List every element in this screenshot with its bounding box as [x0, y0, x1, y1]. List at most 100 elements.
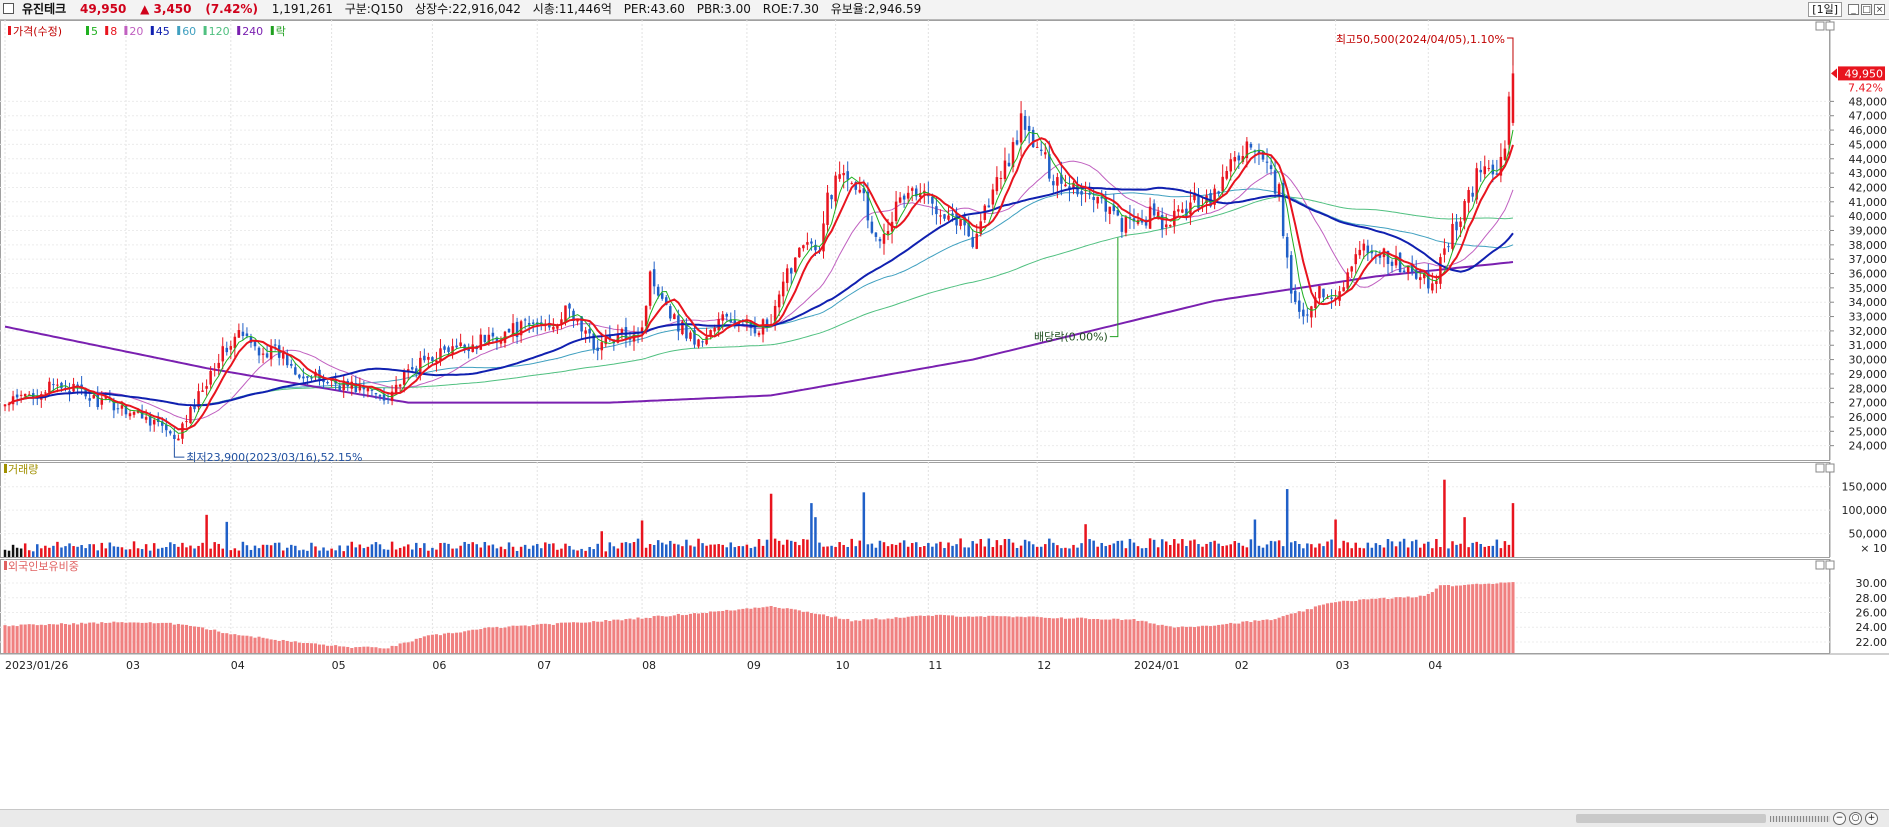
foreign-bar — [15, 626, 19, 653]
foreign-bar — [394, 646, 398, 653]
candle-body — [1108, 206, 1112, 214]
candle-body — [169, 431, 172, 434]
foreign-bar — [894, 617, 898, 653]
volume-bar — [1173, 539, 1176, 557]
volume-bar — [971, 541, 974, 557]
maximize-icon[interactable]: □ — [1861, 4, 1872, 15]
foreign-bar — [406, 642, 410, 653]
foreign-bar — [1398, 597, 1402, 653]
foreign-bar — [793, 609, 797, 653]
close-icon[interactable]: × — [1874, 4, 1885, 15]
foreign-bar — [979, 616, 983, 653]
foreign-bar — [995, 616, 999, 653]
zoom-slider[interactable] — [1770, 816, 1830, 822]
volume-bar — [374, 542, 378, 557]
foreign-bar — [555, 623, 559, 653]
foreign-bar — [547, 624, 551, 653]
candle-body — [523, 319, 527, 321]
candle-body — [140, 411, 144, 419]
volume-bar — [48, 547, 51, 557]
volume-bar — [169, 542, 172, 557]
candle-body — [862, 188, 866, 194]
foreign-bar — [1378, 598, 1382, 653]
foreign-bar — [273, 639, 277, 653]
foreign-bar — [257, 636, 261, 653]
candle-body — [1245, 141, 1249, 159]
volume-bar — [769, 493, 773, 557]
volume-bar — [439, 543, 442, 557]
foreign-bar — [705, 613, 709, 653]
volume-bar — [1326, 541, 1329, 557]
candle-body — [310, 377, 313, 379]
foreign-bar — [192, 626, 197, 653]
candle-body — [588, 329, 591, 334]
dividend-leader — [1109, 237, 1119, 338]
volume-bar — [1455, 544, 1458, 557]
foreign-bar — [338, 646, 342, 653]
candle-body — [1076, 184, 1079, 195]
scroll-thumb[interactable] — [1576, 814, 1766, 823]
volume-bar — [527, 548, 531, 557]
candle-body — [709, 330, 712, 337]
candle-body — [1451, 223, 1454, 249]
x-tick-label: 12 — [1037, 659, 1051, 672]
candle-body — [161, 421, 164, 426]
candle-body — [479, 334, 483, 350]
candle-body — [1249, 143, 1253, 148]
period-selector[interactable]: [1일] — [1808, 2, 1842, 17]
volume-bar — [72, 546, 75, 557]
zoom-out-icon[interactable]: − — [1833, 812, 1846, 825]
foreign-bar — [539, 623, 543, 653]
foreign-bar — [628, 618, 632, 653]
candle-body — [1112, 204, 1116, 212]
window-icon[interactable] — [3, 3, 14, 14]
candle-body — [959, 219, 962, 226]
candle-body — [1185, 208, 1188, 218]
volume-bar — [1257, 545, 1261, 557]
candle-body — [177, 438, 180, 441]
volume-bar — [1269, 540, 1273, 557]
horizontal-scrollbar[interactable]: − ○ + — [0, 809, 1889, 827]
candle-body — [148, 415, 152, 426]
candle-body — [1160, 215, 1164, 230]
zoom-in-icon[interactable]: + — [1865, 812, 1878, 825]
volume-bar — [471, 542, 474, 557]
foreign-bar — [1454, 585, 1459, 653]
candle-body — [640, 327, 644, 332]
volume-bar — [31, 551, 35, 557]
candle-body — [382, 394, 386, 401]
volume-bar — [705, 545, 708, 557]
x-tick-label: 03 — [126, 659, 140, 672]
candle-body — [1233, 157, 1237, 162]
foreign-bar — [1229, 622, 1233, 653]
candle-body — [281, 352, 285, 359]
y-tick-label: 30.00 — [1856, 577, 1888, 590]
zoom-reset-icon[interactable]: ○ — [1849, 812, 1862, 825]
volume-bar — [233, 548, 237, 557]
candle-body — [406, 369, 410, 372]
volume-bar — [88, 544, 91, 557]
candle-body — [874, 232, 878, 237]
foreign-bar — [660, 616, 664, 653]
candle-body — [1507, 96, 1511, 145]
minimize-icon[interactable]: _ — [1848, 4, 1859, 15]
candle-body — [1427, 272, 1430, 289]
volume-bar — [326, 550, 329, 557]
volume-bar — [338, 545, 341, 557]
candle-body — [1100, 196, 1103, 199]
stock-chart[interactable]: 2023/01/26 03 04 05 06 07 08 09 10 11 12 2024/01 02 0… — [0, 20, 1889, 809]
candle-body — [648, 271, 652, 306]
volume-bar — [350, 541, 354, 557]
candle-body — [935, 206, 938, 215]
volume-bar — [455, 548, 458, 557]
foreign-bar — [886, 618, 890, 653]
volume-bar — [1241, 545, 1245, 557]
zoom-controls: − ○ + — [1770, 812, 1878, 825]
candle-body — [104, 396, 108, 399]
foreign-bar — [664, 616, 668, 653]
foreign-bar — [1305, 609, 1309, 653]
volume-bar — [564, 543, 567, 557]
foreign-bar — [426, 635, 430, 653]
foreign-bar — [1325, 603, 1330, 653]
volume-bar — [943, 548, 946, 557]
